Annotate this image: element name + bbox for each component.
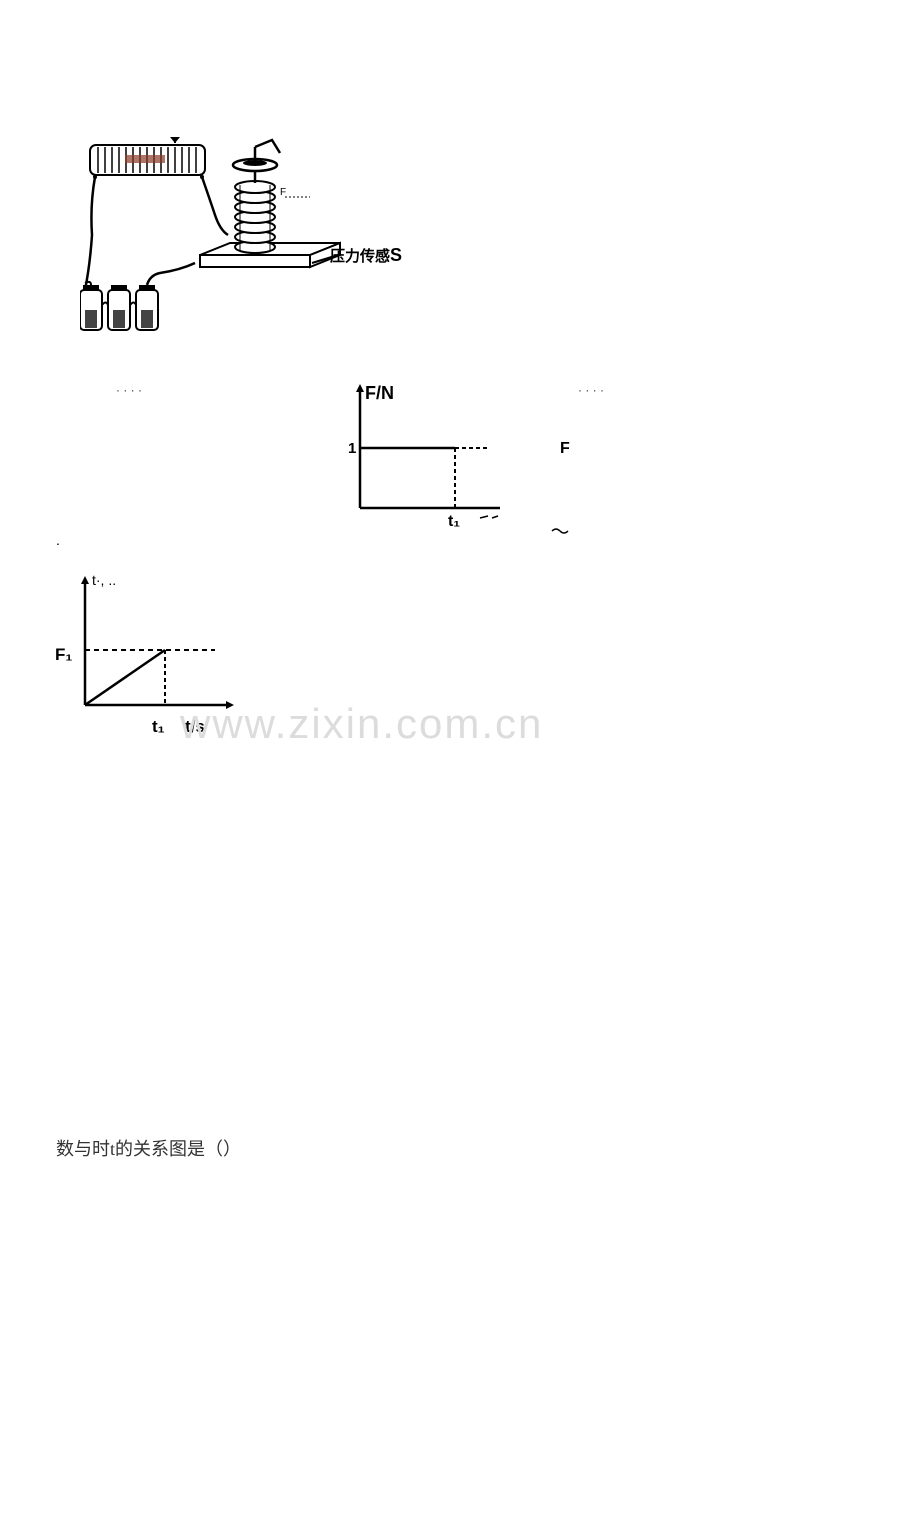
svg-text:t₁: t₁ (448, 513, 460, 530)
electromagnet-coil (235, 181, 275, 253)
rheostat (90, 137, 205, 179)
top-weight (233, 140, 280, 183)
graph-rising-t1: t₁ (152, 717, 165, 737)
graph-fn-ylabel: F/N (365, 383, 394, 404)
battery-cells (80, 263, 195, 330)
svg-text:1: 1 (348, 440, 356, 457)
graph-rising-f1: F₁ (55, 645, 72, 665)
question-text: 数与时t的关系图是（） (56, 1135, 241, 1161)
sensor-s-text: S (390, 245, 402, 265)
sensor-label-text: 压力传感 (330, 248, 390, 265)
graph-c-tilde (550, 522, 570, 540)
watermark-text: www.zixin.com.cn (180, 700, 543, 748)
graph-a-dots: · · · · (116, 383, 142, 397)
svg-text:t·, ..: t·, .. (92, 572, 116, 588)
lone-dot: . (56, 532, 60, 548)
circuit-diagram: F (80, 135, 390, 335)
svg-text:F: F (280, 187, 286, 198)
sensor-label-row: 压力传感S (330, 245, 402, 266)
graph-c-dots: · · · · (578, 383, 604, 397)
graph-c-letter: F (560, 440, 570, 458)
